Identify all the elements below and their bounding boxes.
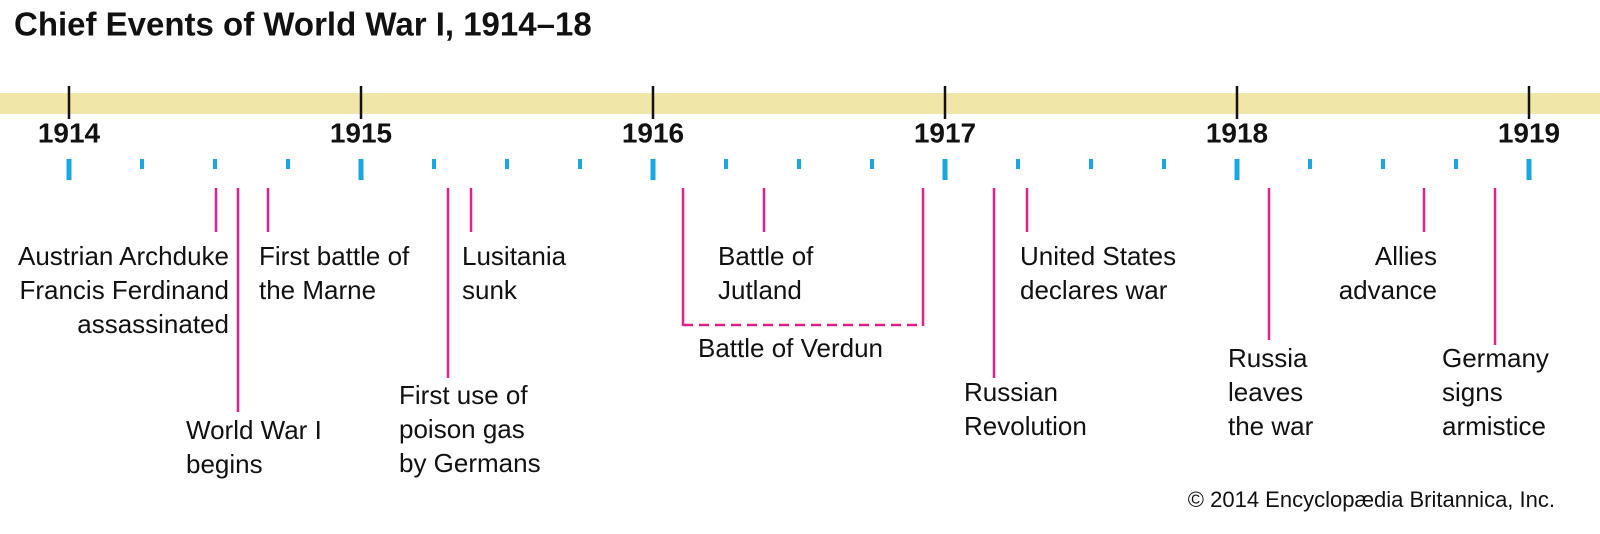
quarter-marker [1089, 159, 1093, 169]
quarter-marker [1308, 159, 1312, 169]
event-label: leaves [1228, 377, 1303, 407]
year-label: 1918 [1206, 117, 1268, 148]
credit: © 2014 Encyclopædia Britannica, Inc. [1188, 487, 1555, 512]
event-label: sunk [462, 275, 518, 305]
year-label: 1914 [38, 117, 101, 148]
quarter-marker [505, 159, 509, 169]
event-label: by Germans [399, 448, 541, 478]
year-marker [650, 159, 656, 180]
event-label: declares war [1020, 275, 1168, 305]
event-label: poison gas [399, 414, 525, 444]
event-label: Revolution [964, 411, 1087, 441]
event-label: Austrian Archduke [18, 241, 229, 271]
event-label: armistice [1442, 411, 1546, 441]
event-label: World War I [186, 415, 322, 445]
year-label: 1915 [330, 117, 392, 148]
event-label: United States [1020, 241, 1176, 271]
event-label: begins [186, 449, 263, 479]
event-label: First use of [399, 380, 528, 410]
event-label: Jutland [718, 275, 802, 305]
event-label: assassinated [77, 309, 229, 339]
event-label: First battle of [259, 241, 410, 271]
quarter-marker [1454, 159, 1458, 169]
quarter-marker [870, 159, 874, 169]
year-marker [1234, 159, 1240, 180]
quarter-marker [1381, 159, 1385, 169]
quarter-marker [1016, 159, 1020, 169]
year-marker [358, 159, 364, 180]
quarter-marker [286, 159, 290, 169]
quarter-marker [724, 159, 728, 169]
quarter-marker [140, 159, 144, 169]
event-label: signs [1442, 377, 1503, 407]
event-label: Battle of Verdun [698, 333, 883, 363]
time-band [0, 93, 1600, 114]
year-label: 1917 [914, 117, 976, 148]
quarter-marker [578, 159, 582, 169]
year-marker [1526, 159, 1532, 180]
event-label: Francis Ferdinand [19, 275, 229, 305]
year-label: 1916 [622, 117, 684, 148]
event-label: Lusitania [462, 241, 567, 271]
event-label: Allies [1375, 241, 1437, 271]
event-label: Russia [1228, 343, 1308, 373]
year-marker [942, 159, 948, 180]
year-label: 1919 [1498, 117, 1560, 148]
quarter-marker [1162, 159, 1166, 169]
event-label: advance [1339, 275, 1437, 305]
event-label: Battle of [718, 241, 814, 271]
event-label: the Marne [259, 275, 376, 305]
event-label: Germany [1442, 343, 1549, 373]
event-label: the war [1228, 411, 1314, 441]
quarter-marker [213, 159, 217, 169]
title: Chief Events of World War I, 1914–18 [14, 6, 592, 43]
quarter-marker [432, 159, 436, 169]
year-marker [66, 159, 72, 180]
quarter-marker [797, 159, 801, 169]
event-label: Russian [964, 377, 1058, 407]
